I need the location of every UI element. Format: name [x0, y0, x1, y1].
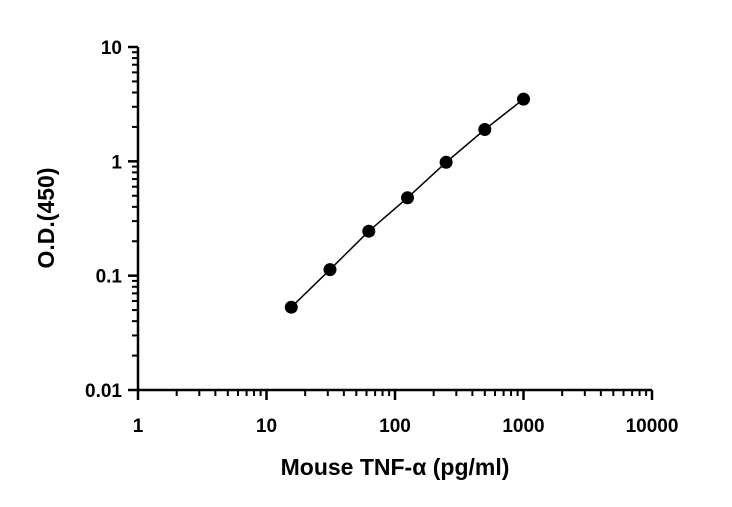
data-point — [401, 191, 414, 205]
y-tick-label: 1 — [111, 152, 122, 173]
y-tick-labels: 0.01 0.1 1 10 — [85, 38, 122, 402]
y-axis-title: O.D.(450) — [33, 168, 59, 269]
x-tick-label: 1 — [133, 416, 144, 437]
data-point — [323, 263, 337, 277]
x-tick-label: 1000 — [502, 416, 544, 437]
x-axis-title: Mouse TNF-α (pg/ml) — [281, 454, 510, 480]
data-point — [362, 224, 376, 238]
x-tick-label: 10000 — [626, 416, 679, 437]
axes — [128, 45, 654, 400]
x-tick-label: 100 — [379, 416, 411, 437]
data-point — [478, 123, 492, 136]
x-tick-label: 10 — [256, 416, 277, 437]
data-point — [284, 300, 298, 314]
y-tick-label: 10 — [101, 38, 122, 59]
y-tick-label: 0.01 — [85, 381, 122, 402]
data-point — [517, 92, 530, 106]
data-point — [439, 155, 453, 169]
y-tick-label: 0.1 — [96, 267, 123, 288]
x-tick-labels: 1 10 100 1000 10000 — [133, 416, 679, 437]
series-layer — [284, 92, 530, 314]
